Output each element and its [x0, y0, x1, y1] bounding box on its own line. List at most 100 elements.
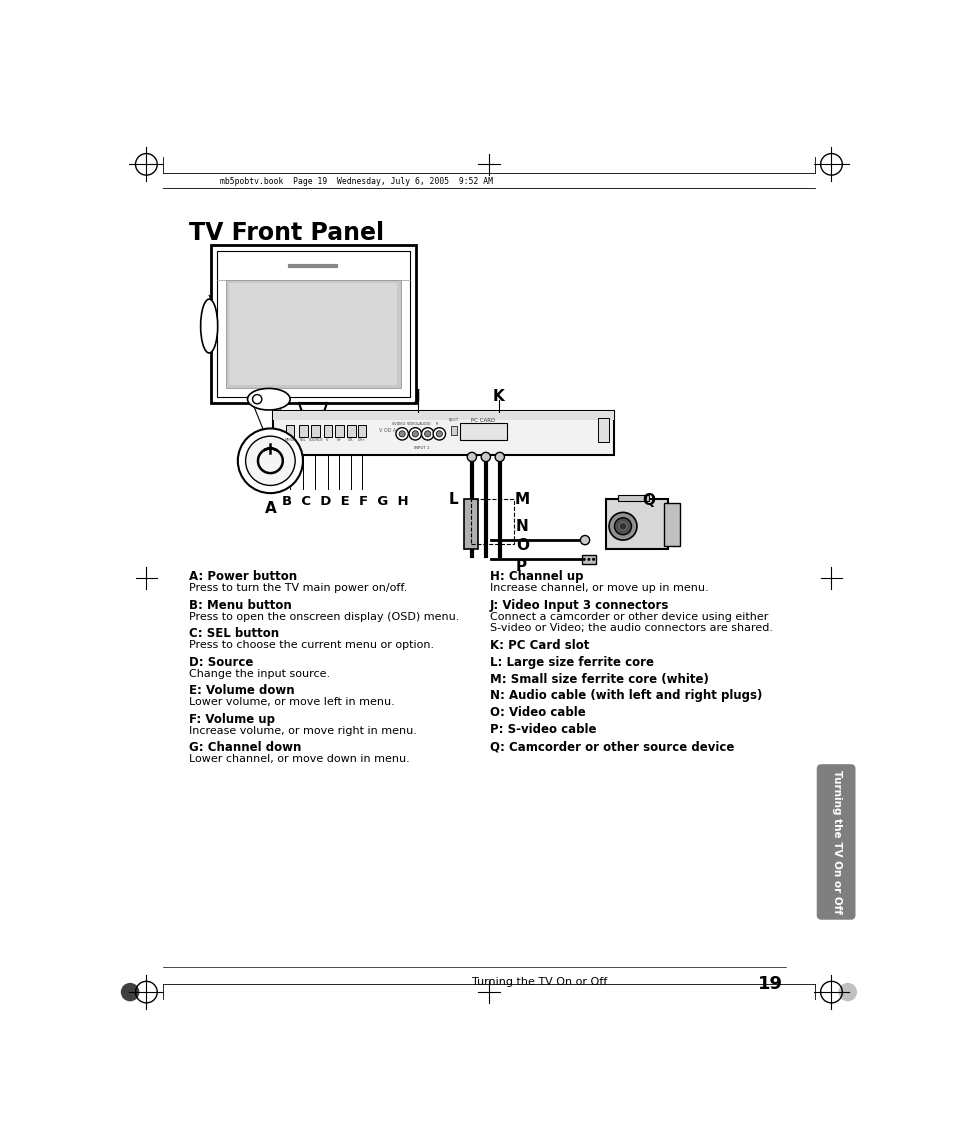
- Circle shape: [480, 452, 490, 461]
- Bar: [273, 411, 613, 420]
- Text: V-: V-: [326, 439, 330, 442]
- Bar: [605, 499, 667, 550]
- Text: F: Volume up: F: Volume up: [189, 712, 274, 726]
- Circle shape: [245, 436, 294, 485]
- Bar: [298, 425, 307, 437]
- Circle shape: [121, 982, 139, 1002]
- Bar: [286, 425, 294, 437]
- Circle shape: [608, 513, 637, 540]
- Text: K: K: [493, 389, 504, 404]
- Circle shape: [424, 431, 431, 437]
- Text: E: Volume down: E: Volume down: [189, 684, 294, 697]
- Bar: [581, 554, 596, 564]
- Bar: [323, 425, 332, 437]
- Circle shape: [467, 452, 476, 461]
- Text: Q: Q: [641, 493, 655, 508]
- Text: D: Source: D: Source: [189, 656, 253, 669]
- Text: C: SEL button: C: SEL button: [189, 627, 279, 640]
- Bar: [226, 279, 400, 388]
- Text: S-video or Video; the audio connectors are shared.: S-video or Video; the audio connectors a…: [489, 623, 772, 633]
- Text: Press to open the onscreen display (OSD) menu.: Press to open the onscreen display (OSD)…: [189, 611, 459, 622]
- Text: 19: 19: [757, 976, 781, 993]
- Text: H: Channel up: H: Channel up: [489, 570, 582, 583]
- Text: G: Channel down: G: Channel down: [189, 741, 301, 755]
- Text: V+: V+: [336, 439, 342, 442]
- Text: N: N: [516, 519, 528, 534]
- Text: J: Video Input 3 connectors: J: Video Input 3 connectors: [489, 599, 668, 611]
- Bar: [357, 425, 366, 437]
- Text: O: Video cable: O: Video cable: [489, 706, 585, 719]
- Circle shape: [409, 428, 421, 440]
- Text: L: L: [449, 491, 458, 506]
- Circle shape: [614, 518, 631, 535]
- Circle shape: [495, 452, 504, 461]
- Bar: [216, 252, 410, 397]
- Text: A: Power button: A: Power button: [189, 570, 296, 583]
- Bar: [464, 499, 477, 550]
- Circle shape: [592, 558, 595, 561]
- Text: MENU: MENU: [285, 439, 295, 442]
- Text: CH+: CH+: [357, 439, 366, 442]
- Text: SEL: SEL: [300, 439, 306, 442]
- Bar: [471, 499, 513, 544]
- Text: S-VIDEO: S-VIDEO: [392, 421, 406, 426]
- Text: B: Menu button: B: Menu button: [189, 599, 292, 611]
- Text: Press to choose the current menu or option.: Press to choose the current menu or opti…: [189, 640, 434, 650]
- Bar: [663, 503, 679, 545]
- Text: O: O: [516, 538, 529, 553]
- Bar: [335, 425, 344, 437]
- Circle shape: [421, 428, 434, 440]
- Text: N: Audio cable (with left and right plugs): N: Audio cable (with left and right plug…: [489, 689, 761, 703]
- Bar: [229, 283, 397, 385]
- Circle shape: [395, 428, 408, 440]
- Text: M: M: [514, 491, 529, 506]
- Ellipse shape: [247, 388, 290, 410]
- Bar: [311, 425, 319, 437]
- Bar: [598, 418, 608, 442]
- Circle shape: [398, 431, 405, 437]
- Text: Press to turn the TV main power on/off.: Press to turn the TV main power on/off.: [189, 583, 407, 593]
- Circle shape: [412, 431, 418, 437]
- Text: mb5pobtv.book  Page 19  Wednesday, July 6, 2005  9:52 AM: mb5pobtv.book Page 19 Wednesday, July 6,…: [220, 177, 493, 187]
- Circle shape: [838, 982, 856, 1002]
- Text: Connect a camcorder or other device using either: Connect a camcorder or other device usin…: [489, 611, 767, 622]
- Text: INPUT 1: INPUT 1: [414, 447, 429, 450]
- Text: Lower volume, or move left in menu.: Lower volume, or move left in menu.: [189, 697, 395, 708]
- Text: V OD A: V OD A: [378, 428, 395, 433]
- Text: Change the input source.: Change the input source.: [189, 669, 330, 679]
- Text: Increase channel, or move up in menu.: Increase channel, or move up in menu.: [489, 583, 707, 593]
- Text: K: PC Card slot: K: PC Card slot: [489, 639, 588, 652]
- Text: PC CARD: PC CARD: [471, 418, 496, 424]
- Text: L-AUDIO: L-AUDIO: [416, 421, 431, 426]
- Text: B  C  D  E  F  G  H: B C D E F G H: [282, 495, 408, 507]
- Circle shape: [618, 522, 626, 530]
- Text: J: J: [415, 389, 420, 404]
- Text: CH-: CH-: [348, 439, 355, 442]
- FancyBboxPatch shape: [816, 764, 855, 919]
- Bar: [347, 425, 355, 437]
- Circle shape: [587, 558, 590, 561]
- Circle shape: [433, 428, 445, 440]
- Text: Increase volume, or move right in menu.: Increase volume, or move right in menu.: [189, 726, 416, 736]
- Text: R: R: [436, 421, 437, 426]
- Text: L: Large size ferrite core: L: Large size ferrite core: [489, 656, 653, 669]
- Text: Lower channel, or move down in menu.: Lower channel, or move down in menu.: [189, 755, 410, 764]
- Text: P: P: [516, 559, 527, 574]
- Text: M: Small size ferrite core (white): M: Small size ferrite core (white): [489, 672, 708, 686]
- Bar: [211, 245, 416, 403]
- Text: P: S-video cable: P: S-video cable: [489, 724, 596, 736]
- Bar: [451, 426, 456, 435]
- Circle shape: [253, 395, 261, 404]
- Circle shape: [582, 558, 585, 561]
- Text: A: A: [264, 500, 276, 516]
- Text: Q: Camcorder or other source device: Q: Camcorder or other source device: [489, 741, 733, 753]
- Text: SOURCE: SOURCE: [308, 439, 323, 442]
- Bar: [459, 423, 506, 440]
- Circle shape: [436, 431, 442, 437]
- Bar: [273, 411, 613, 456]
- Text: EJECT: EJECT: [449, 418, 458, 423]
- Circle shape: [237, 428, 303, 493]
- Circle shape: [579, 536, 589, 545]
- Ellipse shape: [200, 299, 217, 353]
- Text: TV Front Panel: TV Front Panel: [189, 221, 384, 245]
